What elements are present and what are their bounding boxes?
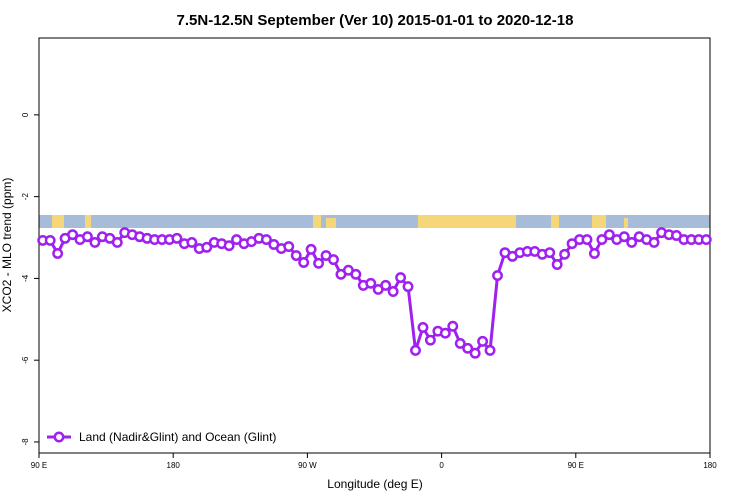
data-point [313, 257, 325, 269]
land-patch [313, 215, 321, 228]
data-point [618, 231, 630, 243]
data-point [395, 272, 407, 284]
data-point [417, 322, 429, 333]
data-point [596, 234, 608, 246]
x-axis-label: Longitude (deg E) [327, 477, 422, 491]
land-patch [418, 215, 516, 228]
data-point [439, 327, 451, 339]
data-point [469, 347, 481, 359]
data-point [402, 281, 414, 293]
data-point [626, 236, 638, 248]
data-point [290, 250, 302, 261]
ocean-band [39, 215, 710, 228]
data-point [283, 241, 295, 252]
data-point [462, 342, 474, 354]
y-tick-label: 0 [21, 112, 30, 117]
data-point [424, 334, 436, 346]
data-point [305, 243, 317, 255]
data-point [484, 344, 496, 356]
land-patch [52, 215, 64, 228]
data-point [603, 229, 615, 241]
data-point [454, 337, 466, 349]
chart-title: 7.5N-12.5N September (Ver 10) 2015-01-01… [177, 12, 574, 29]
data-point [186, 236, 198, 248]
data-point [171, 232, 183, 244]
data-point [447, 320, 459, 332]
data-point [89, 236, 101, 248]
y-tick-label: -6 [21, 356, 30, 364]
map-strip [39, 215, 710, 228]
y-tick-label: -4 [21, 274, 30, 282]
data-point [44, 234, 56, 246]
data-point [410, 344, 421, 356]
data-point [588, 248, 600, 259]
data-point [700, 234, 712, 246]
data-point [298, 257, 310, 268]
land-patch [624, 218, 628, 228]
data-point [365, 277, 377, 289]
plot-frame [38, 37, 711, 454]
data-point [551, 259, 563, 270]
data-point [380, 279, 392, 291]
data-point [350, 268, 362, 280]
x-tick-label: 90 E [568, 461, 584, 470]
data-point [581, 234, 593, 246]
land-patch [85, 215, 91, 228]
x-tick-label: 90 E [31, 461, 47, 470]
y-axis-label: XCO2 - MLO trend (ppm) [0, 178, 14, 313]
data-point [492, 270, 503, 282]
data-point [111, 236, 123, 248]
land-patch [551, 215, 559, 228]
data-point [67, 229, 79, 241]
data-point [387, 286, 399, 297]
x-tick-label: 180 [703, 461, 717, 470]
land-patch [592, 215, 606, 228]
data-point [201, 241, 213, 253]
data-point [544, 247, 556, 259]
data-point [82, 231, 93, 243]
data-point [223, 240, 235, 252]
data-point [477, 335, 489, 347]
y-tick-label: -2 [21, 193, 30, 201]
x-tick-label: 0 [439, 461, 444, 470]
data-point [648, 236, 660, 248]
x-tick-label: 180 [167, 461, 181, 470]
data-point [559, 248, 571, 260]
data-point [328, 254, 339, 266]
legend-marker [53, 431, 65, 443]
data-point [52, 248, 64, 259]
y-tick-label: -8 [21, 438, 30, 446]
x-tick-label: 90 W [298, 461, 317, 470]
legend-label: Land (Nadir&Glint) and Ocean (Glint) [79, 430, 276, 444]
data-point [260, 234, 272, 246]
land-patch [326, 218, 336, 228]
